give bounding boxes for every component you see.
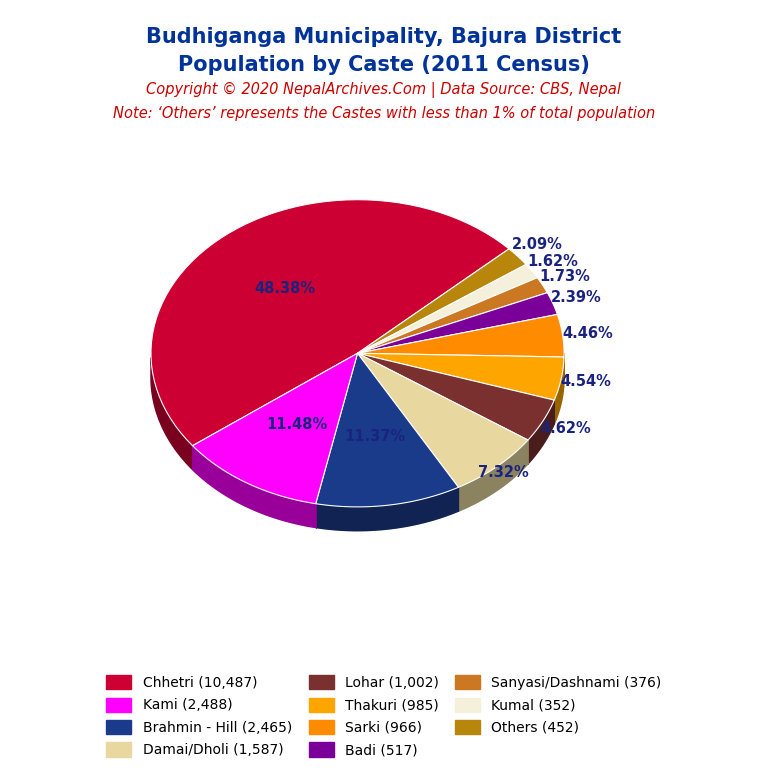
Text: 2.09%: 2.09% bbox=[511, 237, 562, 253]
Polygon shape bbox=[151, 200, 509, 445]
Text: 48.38%: 48.38% bbox=[254, 281, 315, 296]
Polygon shape bbox=[528, 400, 554, 464]
Polygon shape bbox=[358, 278, 548, 353]
Polygon shape bbox=[554, 357, 564, 424]
Text: 2.39%: 2.39% bbox=[551, 290, 601, 305]
Text: 1.62%: 1.62% bbox=[528, 253, 578, 269]
Text: 4.62%: 4.62% bbox=[540, 422, 591, 436]
Polygon shape bbox=[193, 353, 358, 504]
Text: 11.37%: 11.37% bbox=[344, 429, 406, 444]
Polygon shape bbox=[193, 445, 316, 528]
Text: Population by Caste (2011 Census): Population by Caste (2011 Census) bbox=[178, 55, 590, 75]
Polygon shape bbox=[358, 353, 554, 440]
Text: 1.73%: 1.73% bbox=[539, 270, 591, 284]
Text: 11.48%: 11.48% bbox=[266, 417, 327, 432]
Text: Copyright © 2020 NepalArchives.Com | Data Source: CBS, Nepal: Copyright © 2020 NepalArchives.Com | Dat… bbox=[147, 82, 621, 98]
Polygon shape bbox=[458, 440, 528, 511]
Ellipse shape bbox=[151, 223, 564, 531]
Text: Budhiganga Municipality, Bajura District: Budhiganga Municipality, Bajura District bbox=[147, 27, 621, 47]
Text: Note: ‘Others’ represents the Castes with less than 1% of total population: Note: ‘Others’ represents the Castes wit… bbox=[113, 106, 655, 121]
Polygon shape bbox=[358, 293, 558, 353]
Text: 7.32%: 7.32% bbox=[478, 465, 529, 480]
Polygon shape bbox=[358, 249, 526, 353]
Polygon shape bbox=[151, 358, 193, 469]
Text: 4.46%: 4.46% bbox=[562, 326, 613, 341]
Polygon shape bbox=[316, 487, 458, 531]
Text: 4.54%: 4.54% bbox=[560, 374, 611, 389]
Polygon shape bbox=[358, 264, 538, 353]
Legend: Chhetri (10,487), Kami (2,488), Brahmin - Hill (2,465), Damai/Dholi (1,587), Loh: Chhetri (10,487), Kami (2,488), Brahmin … bbox=[107, 675, 661, 757]
Polygon shape bbox=[358, 314, 564, 357]
Polygon shape bbox=[358, 353, 528, 487]
Polygon shape bbox=[358, 353, 564, 400]
Polygon shape bbox=[316, 353, 458, 507]
